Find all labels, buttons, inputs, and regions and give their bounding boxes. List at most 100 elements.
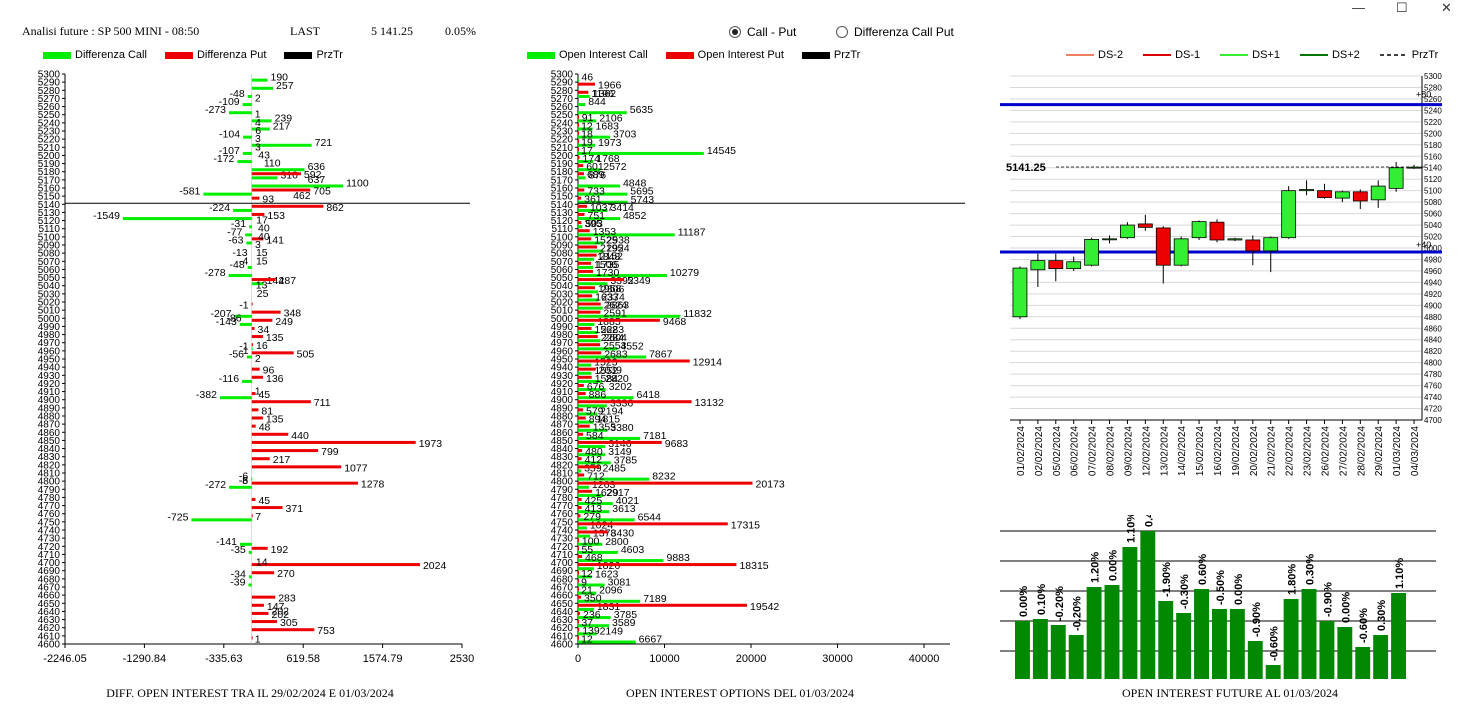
- bar-call: [578, 575, 593, 579]
- data-label: 1077: [344, 462, 368, 474]
- bar-call: [578, 502, 613, 506]
- y-tick-label: 5080: [38, 249, 61, 260]
- radio-button-diff[interactable]: [836, 26, 848, 38]
- date-label: 09/02/2024: [1123, 426, 1134, 476]
- bar-put: [251, 392, 256, 396]
- bar-future-oi: [1391, 593, 1406, 679]
- y-tick-label: 4650: [551, 599, 574, 610]
- y-tick-label: 4690: [551, 566, 574, 577]
- bar-put: [578, 351, 602, 355]
- data-label: 4848: [623, 178, 647, 190]
- data-label: 110: [264, 158, 281, 170]
- date-label: 21/02/2024: [1267, 426, 1278, 476]
- date-label: 06/02/2024: [1070, 426, 1081, 476]
- data-label: 2284: [601, 332, 625, 344]
- bar-put: [251, 563, 420, 567]
- bar-put: [578, 514, 581, 518]
- bar-put: [251, 318, 273, 322]
- bar-call: [578, 298, 599, 302]
- bar-put: [578, 359, 690, 363]
- y-tick-label: 4980: [38, 330, 61, 341]
- y-tick-label: 4750: [551, 517, 574, 528]
- candle-body: [1155, 227, 1171, 266]
- data-label: 249: [275, 316, 293, 328]
- bar-put: [578, 188, 585, 192]
- bar-call: [578, 257, 594, 261]
- y-tick-label: 5140: [38, 200, 61, 211]
- y-tick-label: 4780: [38, 493, 61, 504]
- radio-diff-call-put[interactable]: Differenza Call Put: [836, 25, 954, 39]
- bar-put: [578, 432, 584, 436]
- bar-call: [578, 249, 604, 253]
- y-tick-label: 5290: [38, 78, 61, 89]
- data-label: -86: [226, 312, 241, 324]
- data-label: 2800: [605, 536, 629, 548]
- data-label: -272: [205, 479, 226, 491]
- bar-put: [578, 554, 583, 558]
- y-tick-label: 4800: [38, 477, 61, 488]
- bar-call: [578, 469, 582, 473]
- data-label: 1: [255, 633, 261, 645]
- radio-button-call-put[interactable]: [729, 26, 741, 38]
- y-tick-label: 4750: [38, 517, 61, 528]
- maximize-button[interactable]: ☐: [1396, 0, 1408, 15]
- y-tick-label: 5180: [551, 167, 574, 178]
- y-tick-label: 5090: [38, 241, 61, 252]
- bar-put: [578, 229, 590, 233]
- close-button[interactable]: ✕: [1441, 0, 1452, 15]
- data-label: 886: [589, 389, 607, 401]
- y-tick-label: 4610: [551, 631, 574, 642]
- data-label: 0.10%: [1036, 584, 1048, 615]
- y-tick-label: 5120: [1424, 175, 1442, 184]
- y-tick-label: 5150: [38, 192, 61, 203]
- data-label: 1633: [595, 291, 619, 303]
- bar-put: [251, 212, 265, 216]
- bar-call: [578, 225, 583, 229]
- candle-body: [1084, 238, 1100, 266]
- radio-call-put[interactable]: Call - Put: [729, 25, 796, 39]
- bar-put: [578, 326, 592, 330]
- bar-put: [578, 261, 592, 265]
- y-tick-label: 5260: [38, 102, 61, 113]
- y-tick-label: 4940: [1424, 278, 1442, 287]
- data-label: 12: [581, 633, 593, 645]
- y-tick-label: 4890: [551, 403, 574, 414]
- bar-put: [578, 286, 595, 290]
- candle-body: [1120, 224, 1135, 239]
- y-tick-label: 5000: [1424, 244, 1442, 253]
- y-tick-label: 4700: [38, 558, 61, 569]
- data-label: 721: [315, 137, 333, 149]
- data-label: 1973: [419, 438, 443, 450]
- y-tick-label: 4620: [38, 623, 61, 634]
- data-label: 305: [280, 617, 298, 629]
- x-tick-label: 619.58: [286, 653, 320, 665]
- bar-call: [578, 184, 620, 188]
- data-label: 751: [587, 210, 605, 222]
- y-tick-label: 5130: [38, 208, 61, 219]
- data-label: 287: [279, 275, 297, 287]
- bar-put: [578, 538, 579, 542]
- data-label: -1: [239, 300, 248, 312]
- y-tick-label: 4690: [38, 566, 61, 577]
- bar-call: [578, 176, 586, 180]
- data-label: -109: [219, 96, 240, 108]
- date-label: 20/02/2024: [1249, 426, 1260, 476]
- data-label: 0.00%: [1108, 550, 1120, 581]
- bar-call: [578, 542, 603, 546]
- y-tick-label: 4950: [551, 355, 574, 366]
- bar-put: [251, 636, 253, 640]
- legend-future: DS-2 DS-1 DS+1 DS+2 PrzTr: [1066, 48, 1438, 62]
- date-label: 26/02/2024: [1320, 426, 1331, 476]
- data-label: 8232: [652, 471, 676, 483]
- bar-put: [251, 172, 301, 176]
- data-label: 10279: [670, 267, 699, 279]
- data-label: 2195: [600, 243, 624, 255]
- y-tick-label: 4910: [38, 387, 61, 398]
- data-label: 361: [584, 194, 602, 206]
- bar-put: [578, 139, 579, 143]
- minimize-button[interactable]: —: [1352, 0, 1365, 15]
- bar-put: [251, 432, 289, 436]
- data-label: 636: [308, 161, 326, 173]
- data-label: 2604: [604, 332, 628, 344]
- data-label: 503: [585, 218, 603, 230]
